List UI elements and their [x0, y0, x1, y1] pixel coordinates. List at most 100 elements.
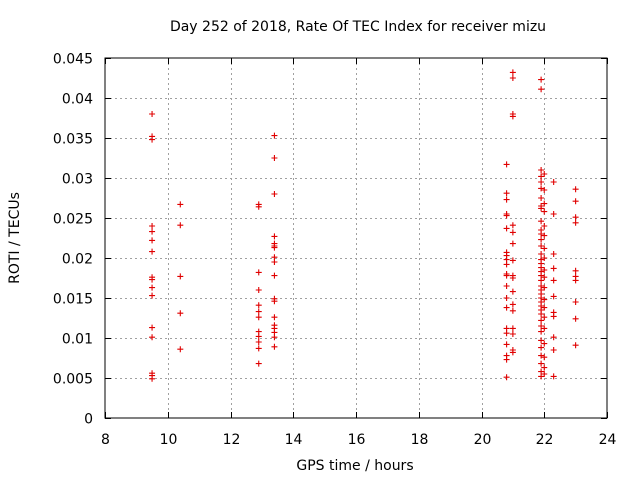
data-point: [509, 222, 516, 229]
data-point: [509, 229, 516, 236]
data-point: [538, 205, 545, 212]
data-point: [541, 364, 548, 371]
data-point: [538, 352, 545, 359]
data-point: [149, 223, 156, 229]
data-point: [538, 328, 545, 335]
y-tick-label: 0.02: [62, 252, 93, 268]
data-point: [538, 179, 545, 185]
data-point: [503, 161, 510, 168]
y-axis-label: ROTI / TECUs: [7, 192, 23, 284]
data-point: [538, 277, 545, 284]
y-tick-labels: 0 0.005 0.01 0.015 0.02 0.025 0.03 0.035 0.04 0.0…: [53, 52, 93, 428]
data-point: [509, 69, 516, 76]
data-point: [255, 333, 262, 340]
data-point: [541, 325, 548, 332]
data-point: [271, 343, 278, 350]
x-tick-label: 8: [101, 432, 110, 448]
data-point: [550, 293, 557, 300]
data-point: [572, 214, 579, 221]
data-point: [538, 167, 545, 173]
data-point: [538, 344, 545, 351]
data-point: [271, 334, 278, 341]
x-tick-label: 10: [160, 432, 178, 448]
data-point: [149, 248, 156, 255]
data-point: [503, 374, 510, 381]
x-tick-label: 24: [599, 432, 617, 448]
data-point: [538, 323, 545, 329]
data-point: [503, 190, 510, 197]
data-point: [550, 347, 557, 353]
data-point: [541, 314, 548, 321]
data-point: [538, 360, 545, 367]
data-point: [538, 185, 545, 192]
y-tick-label: 0.015: [53, 292, 93, 308]
data-point: [541, 255, 548, 261]
data-point: [541, 232, 548, 239]
data-point: [255, 360, 262, 367]
x-tick-label: 22: [536, 432, 554, 448]
plot-frame: [104, 57, 608, 419]
data-point: [538, 195, 545, 201]
data-point: [541, 296, 548, 303]
data-point: [149, 324, 156, 331]
data-point: [509, 240, 516, 247]
data-point: [538, 337, 545, 344]
data-points: [149, 69, 579, 382]
data-point: [509, 75, 516, 81]
y-tick-label: 0.04: [62, 92, 93, 108]
data-point: [503, 356, 510, 363]
data-point: [538, 243, 545, 249]
data-point: [149, 136, 156, 143]
data-point: [550, 277, 557, 284]
data-point: [503, 330, 510, 337]
data-point: [177, 346, 184, 353]
data-point: [550, 179, 557, 185]
data-point: [541, 304, 548, 311]
data-point: [509, 349, 516, 356]
x-tick-label: 14: [285, 432, 303, 448]
data-point: [550, 265, 557, 272]
data-point: [503, 212, 510, 219]
data-point: [538, 311, 545, 317]
data-point: [503, 341, 510, 348]
data-point: [538, 236, 545, 243]
data-point: [572, 219, 579, 226]
data-point: [149, 375, 156, 382]
data-point: [503, 283, 510, 289]
data-point: [541, 340, 548, 347]
data-point: [271, 191, 278, 197]
data-point: [538, 317, 545, 324]
data-point: [550, 334, 557, 341]
data-point: [538, 373, 545, 380]
data-point: [503, 272, 510, 279]
data-point: [541, 267, 548, 273]
data-point: [572, 198, 579, 205]
data-point: [572, 315, 579, 322]
y-tick-label: 0.035: [53, 132, 93, 148]
data-point: [271, 314, 278, 321]
data-point: [509, 325, 516, 332]
data-point: [149, 228, 156, 235]
data-point: [149, 276, 156, 283]
data-point: [149, 284, 156, 291]
data-point: [255, 345, 262, 352]
data-point: [271, 259, 278, 265]
data-point: [255, 308, 262, 315]
data-point: [177, 273, 184, 280]
data-point: [541, 354, 548, 361]
data-point: [572, 342, 579, 349]
data-point: [509, 257, 516, 264]
y-tick-label: 0.01: [62, 332, 93, 348]
data-point: [572, 186, 579, 193]
data-point: [271, 233, 278, 240]
data-point: [541, 245, 548, 252]
x-axis-label: GPS time / hours: [296, 458, 413, 474]
data-point: [538, 173, 545, 180]
data-point: [255, 269, 262, 276]
data-point: [541, 187, 548, 193]
data-point: [509, 288, 516, 295]
data-point: [503, 196, 510, 203]
data-point: [271, 298, 278, 305]
data-point: [538, 218, 545, 225]
